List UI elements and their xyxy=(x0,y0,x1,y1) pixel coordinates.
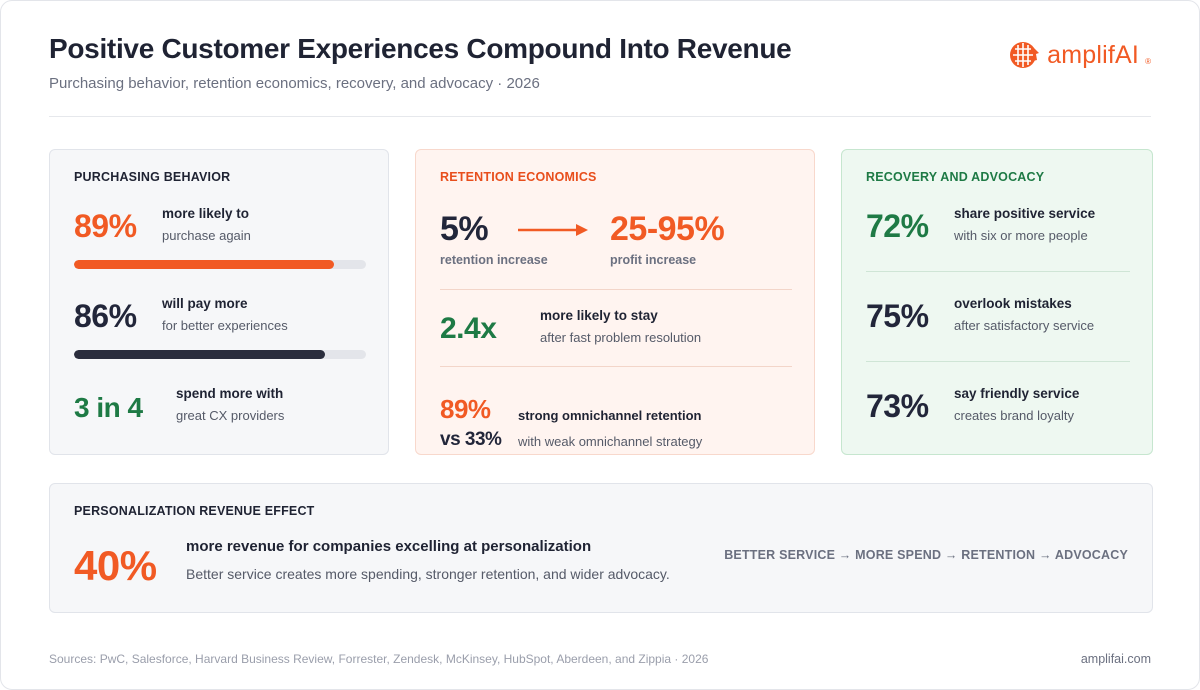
omnichannel-value: 89% xyxy=(440,394,491,424)
purchase-again-value: 89% xyxy=(74,208,137,244)
page-title: Positive Customer Experiences Compound I… xyxy=(49,33,792,64)
purchase-again-bar-fill xyxy=(74,260,334,269)
retention-increase-value: 5% xyxy=(440,210,489,248)
amplifai-logo[interactable]: amplifAI ® xyxy=(1009,37,1151,73)
retention-economics-card: RETENTION ECONOMICS 5% retention increas… xyxy=(415,149,815,455)
stay-value: 2.4x xyxy=(440,312,497,345)
personalization-card: PERSONALIZATION REVENUE EFFECT 40% more … xyxy=(49,483,1153,613)
overlook-mistakes-value: 75% xyxy=(866,298,929,334)
friendly-service-label: say friendly service xyxy=(954,386,1080,401)
service-flow: BETTER SERVICE → MORE SPEND → RETENTION … xyxy=(724,548,1128,562)
omnichannel-sub: with weak omnichannel strategy xyxy=(518,434,703,449)
stay-label: more likely to stay xyxy=(540,308,658,323)
recovery-divider-2 xyxy=(866,361,1130,362)
recovery-advocacy-card: RECOVERY AND ADVOCACY 72% share positive… xyxy=(841,149,1153,455)
sources-note: Sources: PwC, Salesforce, Harvard Busine… xyxy=(49,652,709,666)
site-link[interactable]: amplifai.com xyxy=(1080,652,1151,666)
pay-more-label: will pay more xyxy=(162,296,248,311)
arrow-right-icon xyxy=(518,224,588,236)
retention-increase-label: retention increase xyxy=(440,253,548,267)
purchase-again-sub: purchase again xyxy=(162,228,251,243)
recovery-heading: RECOVERY AND ADVOCACY xyxy=(866,170,1045,184)
share-positive-value: 72% xyxy=(866,208,929,244)
retention-heading: RETENTION ECONOMICS xyxy=(440,170,597,184)
retention-divider-2 xyxy=(440,366,792,367)
share-positive-label: share positive service xyxy=(954,206,1096,221)
friendly-service-sub: creates brand loyalty xyxy=(954,408,1074,423)
purchase-again-bar xyxy=(74,260,366,269)
friendly-service-value: 73% xyxy=(866,388,929,424)
brand-name: amplifAI xyxy=(1047,40,1140,69)
page-subtitle: Purchasing behavior, retention economics… xyxy=(49,75,540,92)
personalization-sub: Better service creates more spending, st… xyxy=(186,566,670,582)
spend-more-sub: great CX providers xyxy=(176,408,285,423)
omnichannel-vs-value: vs 33% xyxy=(440,429,502,450)
overlook-mistakes-sub: after satisfactory service xyxy=(954,318,1095,333)
profit-increase-value: 25-95% xyxy=(610,210,725,248)
retention-divider-1 xyxy=(440,289,792,290)
personalization-heading: PERSONALIZATION REVENUE EFFECT xyxy=(74,504,315,518)
stay-sub: after fast problem resolution xyxy=(540,330,702,345)
spend-more-value: 3 in 4 xyxy=(74,392,143,423)
purchasing-heading: PURCHASING BEHAVIOR xyxy=(74,170,231,184)
registered-mark: ® xyxy=(1145,56,1151,66)
purchasing-behavior-card: PURCHASING BEHAVIOR 89% more likely to p… xyxy=(49,149,389,455)
personalization-value: 40% xyxy=(74,542,157,589)
spend-more-label: spend more with xyxy=(176,386,284,401)
header-divider xyxy=(49,116,1151,117)
brain-head-icon xyxy=(1010,42,1040,68)
pay-more-sub: for better experiences xyxy=(162,318,288,333)
share-positive-sub: with six or more people xyxy=(954,228,1088,243)
pay-more-bar xyxy=(74,350,366,359)
pay-more-bar-fill xyxy=(74,350,326,359)
profit-increase-label: profit increase xyxy=(610,253,697,267)
purchase-again-label: more likely to xyxy=(162,206,250,221)
overlook-mistakes-label: overlook mistakes xyxy=(954,296,1072,311)
omnichannel-label: strong omnichannel retention xyxy=(518,408,702,423)
personalization-label: more revenue for companies excelling at … xyxy=(186,538,592,555)
pay-more-value: 86% xyxy=(74,298,137,334)
recovery-divider-1 xyxy=(866,271,1130,272)
